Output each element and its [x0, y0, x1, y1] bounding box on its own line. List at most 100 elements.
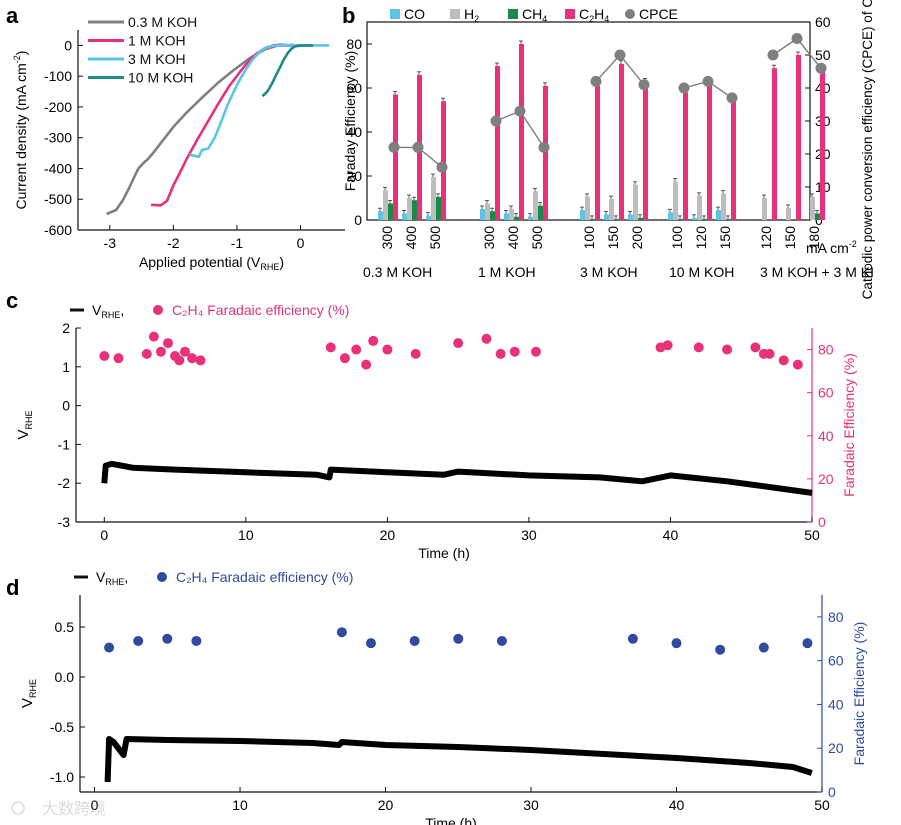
c-y-tick-label: -2 — [58, 475, 71, 491]
c-x-axis-label: Time (h) — [418, 545, 470, 561]
b-cpce-point — [412, 141, 424, 153]
a-y-tick-label: -200 — [44, 99, 72, 115]
c-y2-tick-label: 20 — [818, 471, 834, 487]
d-legend-v: V — [96, 569, 106, 585]
c-fe-point — [764, 348, 775, 359]
a-y-tick-label: -600 — [44, 222, 72, 238]
d-y2-tick-label: 20 — [828, 740, 844, 756]
c-legend-v-sub: RHE — [101, 310, 120, 320]
d-fe-point — [133, 635, 144, 646]
b-legend-label: H2 — [464, 6, 479, 24]
d-x-tick-label: 0 — [91, 797, 99, 813]
d-potential-line — [104, 736, 813, 783]
b-bar-ch4 — [590, 218, 595, 220]
b-cpce-point — [791, 33, 803, 44]
b-legend-label: CPCE — [639, 6, 678, 22]
b-y-tick-label: 40 — [346, 124, 362, 140]
c-fe-point — [113, 353, 124, 364]
c-fe-point — [155, 346, 166, 357]
c-x-tick-label: 20 — [380, 527, 396, 543]
d-fe-point — [365, 638, 376, 649]
b-bar-c2h4 — [707, 81, 712, 221]
b-bar-c2h4 — [519, 44, 524, 220]
chart-b: 0204060800102030405060Faraday Efficiency… — [342, 0, 875, 299]
a-y-tick-label: -300 — [44, 130, 72, 146]
b-bar-co — [528, 216, 533, 220]
b-bar-c2h4 — [683, 92, 688, 220]
b-current-label: 100 — [669, 226, 685, 250]
b-legend-mid: H — [594, 6, 604, 22]
b-legend-label: C2H4 — [579, 6, 609, 24]
d-fe-point — [162, 633, 173, 644]
b-cpce-point — [767, 49, 779, 61]
c-fe-point — [382, 344, 393, 355]
b-cpce-point — [436, 161, 448, 173]
c-y2-tick-label: 80 — [818, 342, 834, 358]
c-fe-point — [662, 340, 673, 351]
b-legend-text: H — [464, 6, 474, 22]
a-y-axis-label: Current density (mA cm-2) — [12, 51, 29, 210]
b-bar-co — [628, 214, 633, 220]
b-current-label: 150 — [782, 226, 798, 250]
d-y2-tick-label: 0 — [828, 784, 836, 800]
d-x-tick-label: 10 — [232, 797, 248, 813]
b-bar-h2 — [585, 196, 590, 220]
b-cpce-point — [726, 92, 738, 104]
b-legend-text: CH — [522, 6, 542, 22]
chart-d: 0.5 0.0 -0.5 -1.0 0 20 40 60 80 0 10 20 30 40 50 Time (… — [19, 569, 867, 825]
c-y2-tick-label: 40 — [818, 428, 834, 444]
c-y-tick-label: -3 — [58, 514, 71, 530]
b-unit-main: mA cm — [806, 240, 849, 256]
b-cpce-point — [614, 49, 626, 61]
d-fe-point — [496, 635, 507, 646]
c-legend-line-label: VRHE, — [92, 302, 124, 320]
c-fe-point — [453, 338, 464, 349]
c-fe-point — [778, 355, 789, 366]
b-cpce-point — [538, 141, 550, 153]
c-x-tick-label: 10 — [238, 527, 254, 543]
b-y2-axis-label: Cathodic power conversion efficiency (CP… — [860, 0, 875, 299]
c-fe-point — [148, 331, 159, 342]
c-potential-line — [101, 460, 813, 496]
d-legend-sep: , — [124, 569, 128, 585]
c-fe-point — [368, 335, 379, 346]
d-legend-dot-swatch — [157, 572, 167, 582]
c-x-tick-label: 0 — [100, 527, 108, 543]
d-fe-point — [336, 627, 347, 638]
b-y-tick-label: 0 — [354, 212, 362, 228]
c-legend-dot-swatch — [153, 305, 163, 315]
d-y-axis-label: VRHE — [19, 679, 38, 708]
a-y-tick-label: 0 — [64, 37, 72, 53]
d-fe-point — [409, 635, 420, 646]
b-y-tick-label: 60 — [346, 80, 362, 96]
b-current-label: 150 — [717, 226, 733, 250]
b-y-tick-label: 80 — [346, 36, 362, 52]
c-fe-point — [174, 355, 185, 366]
b-legend-text: CO — [404, 6, 425, 22]
c-fe-point — [339, 353, 350, 364]
d-y2-axis-label: Faradaic Efficiency (%) — [851, 622, 867, 766]
panel-label-c: c — [6, 288, 18, 313]
b-bar-ch4 — [726, 218, 731, 220]
b-group-label: 3 M KOH + 3 M KI — [760, 264, 874, 280]
b-legend-label: CO — [404, 6, 425, 22]
d-fe-point — [191, 635, 202, 646]
b-bar-co — [504, 213, 509, 220]
b-bar-h2 — [509, 209, 514, 220]
d-x-tick-label: 30 — [523, 797, 539, 813]
b-bar-h2 — [673, 181, 678, 220]
a-legend-label: 1 M KOH — [128, 33, 186, 49]
d-x-axis-label: Time (h) — [425, 815, 477, 825]
b-legend-sub: 2 — [474, 14, 479, 24]
b-legend-swatch — [508, 9, 518, 19]
b-legend-sub: 4 — [542, 14, 547, 24]
watermark-logo-icon — [11, 801, 25, 815]
b-y-axis-label: Faraday Efficiency (%) — [342, 51, 358, 192]
d-legend-line-label: VRHE, — [96, 569, 128, 587]
b-bar-h2 — [431, 177, 436, 220]
c-y-label-main: V — [15, 430, 32, 440]
c-legend-dot-label: C₂H₄ Faradaic efficiency (%) — [172, 302, 349, 318]
d-y-tick-label: 0.0 — [55, 669, 75, 685]
b-y2-tick-label: 60 — [815, 14, 831, 30]
